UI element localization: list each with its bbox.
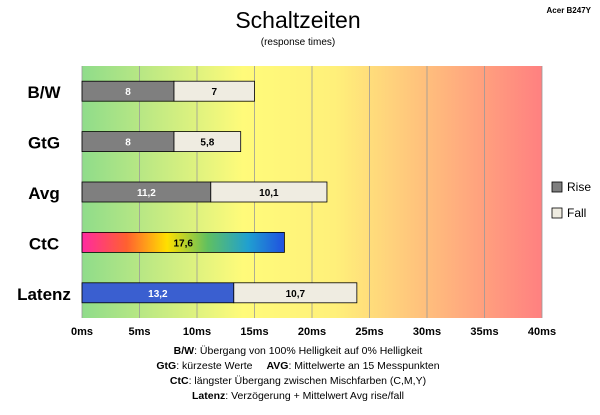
data-label-rise: 11,2 [137,188,156,199]
category-label: B/W [27,83,61,102]
x-tick-label: 10ms [183,326,211,338]
category-label: CtC [29,234,59,253]
data-label-rise: 13,2 [148,289,168,300]
category-label: Avg [28,184,60,203]
footnote-gtg-text: : kürzeste Werte [176,360,252,372]
footnote-ctc-key: CtC [170,375,189,387]
legend: Rise Fall [551,180,591,220]
legend-swatch-rise [551,181,563,193]
model-label: Acer B247Y [547,6,592,15]
footnote-avg-key: AVG [266,360,288,372]
footnote-latenz-text: : Verzögerung + Mittelwert Avg rise/fall [225,390,404,402]
x-tick-label: 0ms [71,326,93,338]
data-label-fall: 10,1 [259,188,279,199]
footnote-gtg-avg: GtG: kürzeste Werte AVG: Mittelwerte an 1… [156,360,439,372]
data-label-fall: 7 [211,87,217,98]
data-label-ctc: 17,6 [173,238,193,249]
legend-label-rise: Rise [567,180,591,194]
footnote-bw-text: : Übergang von 100% Helligkeit auf 0% He… [194,345,422,357]
legend-label-fall: Fall [567,206,586,220]
footnote-gtg-key: GtG [156,360,176,372]
category-labels: B/W GtG Avg CtC Latenz [17,83,71,304]
footnote-ctc: CtC: längster Übergang zwischen Mischfar… [170,375,426,387]
x-tick-label: 40ms [528,326,556,338]
data-label-fall: 5,8 [200,138,214,149]
footnote-avg-text: : Mittelwerte an 15 Messpunkten [288,360,439,372]
chart-title: Schaltzeiten [235,7,360,33]
footnote-ctc-text: : längster Übergang zwischen Mischfarben… [189,375,427,387]
category-label: Latenz [17,285,71,304]
x-tick-labels: 0ms 5ms 10ms 15ms 20ms 25ms 30ms 35ms 40ms [71,326,556,338]
bar-ctc [81,231,285,253]
x-tick-label: 20ms [298,326,326,338]
footnote-latenz: Latenz: Verzögerung + Mittelwert Avg ris… [192,390,404,402]
bar-fall [173,80,255,102]
bars: 8 7 8 5,8 11,2 10,1 17,6 13,2 10,7 [81,80,358,304]
x-tick-label: 5ms [128,326,150,338]
data-label-fall: 10,7 [286,289,306,300]
bar-fall [210,181,328,203]
x-tick-label: 35ms [470,326,498,338]
legend-swatch-fall [551,207,563,219]
data-label-rise: 8 [125,87,131,98]
footnote-bw: B/W: Übergang von 100% Helligkeit auf 0%… [174,345,423,357]
footnotes: B/W: Übergang von 100% Helligkeit auf 0%… [156,345,439,402]
x-tick-label: 15ms [240,326,268,338]
data-label-rise: 8 [125,138,131,149]
footnote-latenz-key: Latenz [192,390,225,402]
x-tick-label: 30ms [413,326,441,338]
category-label: GtG [28,134,60,153]
chart-subtitle: (response times) [261,37,335,48]
footnote-bw-key: B/W [174,345,195,357]
bar-fall [233,282,358,304]
bar-fall [173,131,242,153]
x-tick-label: 25ms [355,326,383,338]
